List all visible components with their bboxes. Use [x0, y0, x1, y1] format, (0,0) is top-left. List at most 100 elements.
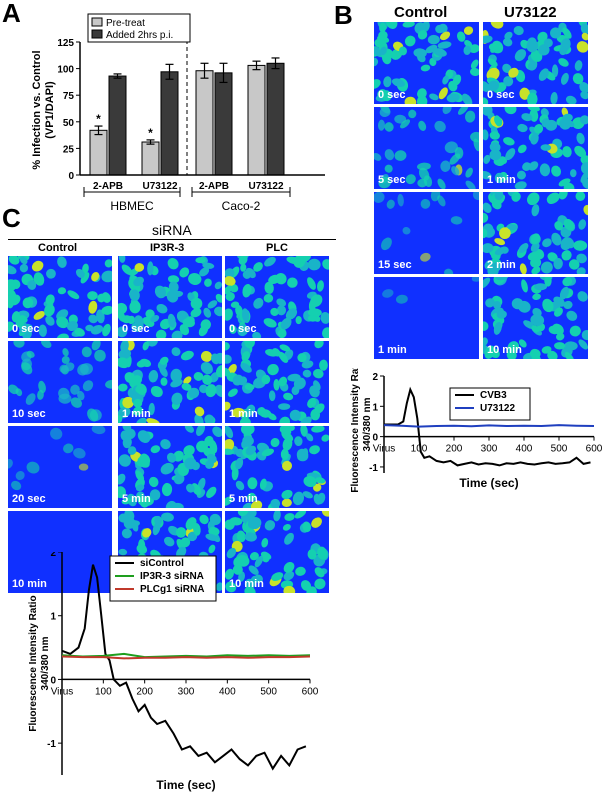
cell — [514, 49, 527, 62]
cell — [171, 392, 183, 405]
cell — [434, 120, 446, 133]
cell — [452, 74, 462, 86]
cell — [225, 367, 231, 377]
cell — [485, 298, 495, 308]
cell — [417, 30, 428, 40]
y-tick-label: 0 — [68, 171, 74, 182]
time-label: 5 min — [122, 493, 151, 505]
cell — [118, 302, 128, 315]
cell — [514, 181, 527, 189]
cell — [294, 511, 307, 519]
cell — [400, 119, 411, 129]
x-tick-label: 200 — [446, 444, 463, 455]
cell — [307, 308, 322, 317]
bar — [266, 62, 285, 176]
cell — [131, 520, 139, 532]
panel-b-microscopy-grid: Control U73122 0 sec 0 sec 5 sec 1 min 15 se… — [372, 2, 602, 362]
cell — [420, 64, 431, 72]
cell — [496, 310, 507, 319]
cell — [232, 564, 243, 575]
y-tick-label: 25 — [63, 144, 75, 155]
cell — [101, 270, 112, 283]
cell — [301, 360, 314, 369]
cell — [154, 515, 162, 526]
time-label: 5 min — [229, 493, 258, 505]
cell — [225, 568, 234, 580]
cell — [279, 344, 291, 352]
legend-box — [87, 13, 191, 43]
x-tick-label: 400 — [516, 444, 533, 455]
cell — [494, 246, 508, 256]
cell — [284, 532, 294, 545]
cell — [302, 369, 312, 378]
cell — [311, 426, 325, 433]
cell — [148, 476, 159, 488]
cell — [483, 97, 489, 104]
cell — [580, 23, 588, 35]
cell — [314, 341, 324, 349]
cell — [464, 110, 476, 123]
cell — [209, 513, 221, 526]
cell — [302, 491, 313, 499]
cell — [80, 272, 90, 284]
cell — [161, 482, 173, 497]
cell — [132, 406, 144, 416]
y-axis-label-group: Fluorescence Intensity Ratio 340/380 nm — [28, 595, 51, 731]
cell — [440, 160, 451, 172]
cell — [553, 307, 563, 317]
cell — [314, 403, 325, 414]
cell — [159, 365, 168, 377]
panel-c-microscopy-grid: siRNA Control IP3R-3 PLC 0 sec 0 sec 0 sec… — [0, 222, 340, 593]
y-axis-label-group: Fluorescence Intensity Ratio 340/380 nm — [350, 368, 373, 493]
cell — [580, 115, 588, 125]
cell — [118, 406, 131, 419]
cell — [118, 348, 132, 359]
cell — [150, 385, 163, 398]
cell — [173, 474, 185, 485]
cell — [118, 383, 128, 392]
cell — [564, 351, 575, 359]
microscopy-image: 0 sec — [374, 22, 479, 104]
cell — [519, 263, 527, 274]
cell — [257, 407, 266, 416]
cell — [381, 90, 392, 102]
cell — [391, 78, 405, 87]
cell — [398, 46, 407, 56]
cell — [292, 491, 305, 506]
cell — [384, 164, 393, 173]
cell — [8, 256, 20, 265]
bar — [89, 129, 108, 176]
cell — [190, 308, 202, 318]
significance-marker: * — [148, 126, 153, 140]
cell — [416, 95, 428, 104]
cell — [487, 58, 498, 67]
cell — [15, 388, 23, 397]
cell — [127, 446, 137, 455]
cell — [161, 512, 174, 522]
time-label: 0 sec — [229, 323, 257, 335]
cell — [194, 414, 204, 423]
cell — [575, 192, 586, 201]
cell — [534, 283, 548, 291]
cell — [285, 308, 298, 320]
legend-label: PLCg1 siRNA — [140, 584, 204, 595]
cell — [242, 270, 252, 279]
bar — [214, 72, 233, 176]
cell — [440, 31, 451, 41]
cell — [581, 32, 588, 41]
cell — [550, 91, 558, 104]
cell — [267, 363, 279, 376]
cell — [22, 297, 34, 309]
cell — [483, 277, 491, 289]
cell — [56, 316, 69, 329]
cell — [454, 147, 464, 159]
x-tick-label: 500 — [551, 444, 568, 455]
cell — [261, 538, 269, 548]
cell — [464, 40, 473, 48]
bar — [108, 75, 127, 176]
cell — [297, 353, 307, 363]
cell — [544, 277, 552, 287]
cell — [8, 321, 15, 332]
y-tick-label: 0 — [372, 433, 378, 444]
cell — [8, 265, 17, 275]
